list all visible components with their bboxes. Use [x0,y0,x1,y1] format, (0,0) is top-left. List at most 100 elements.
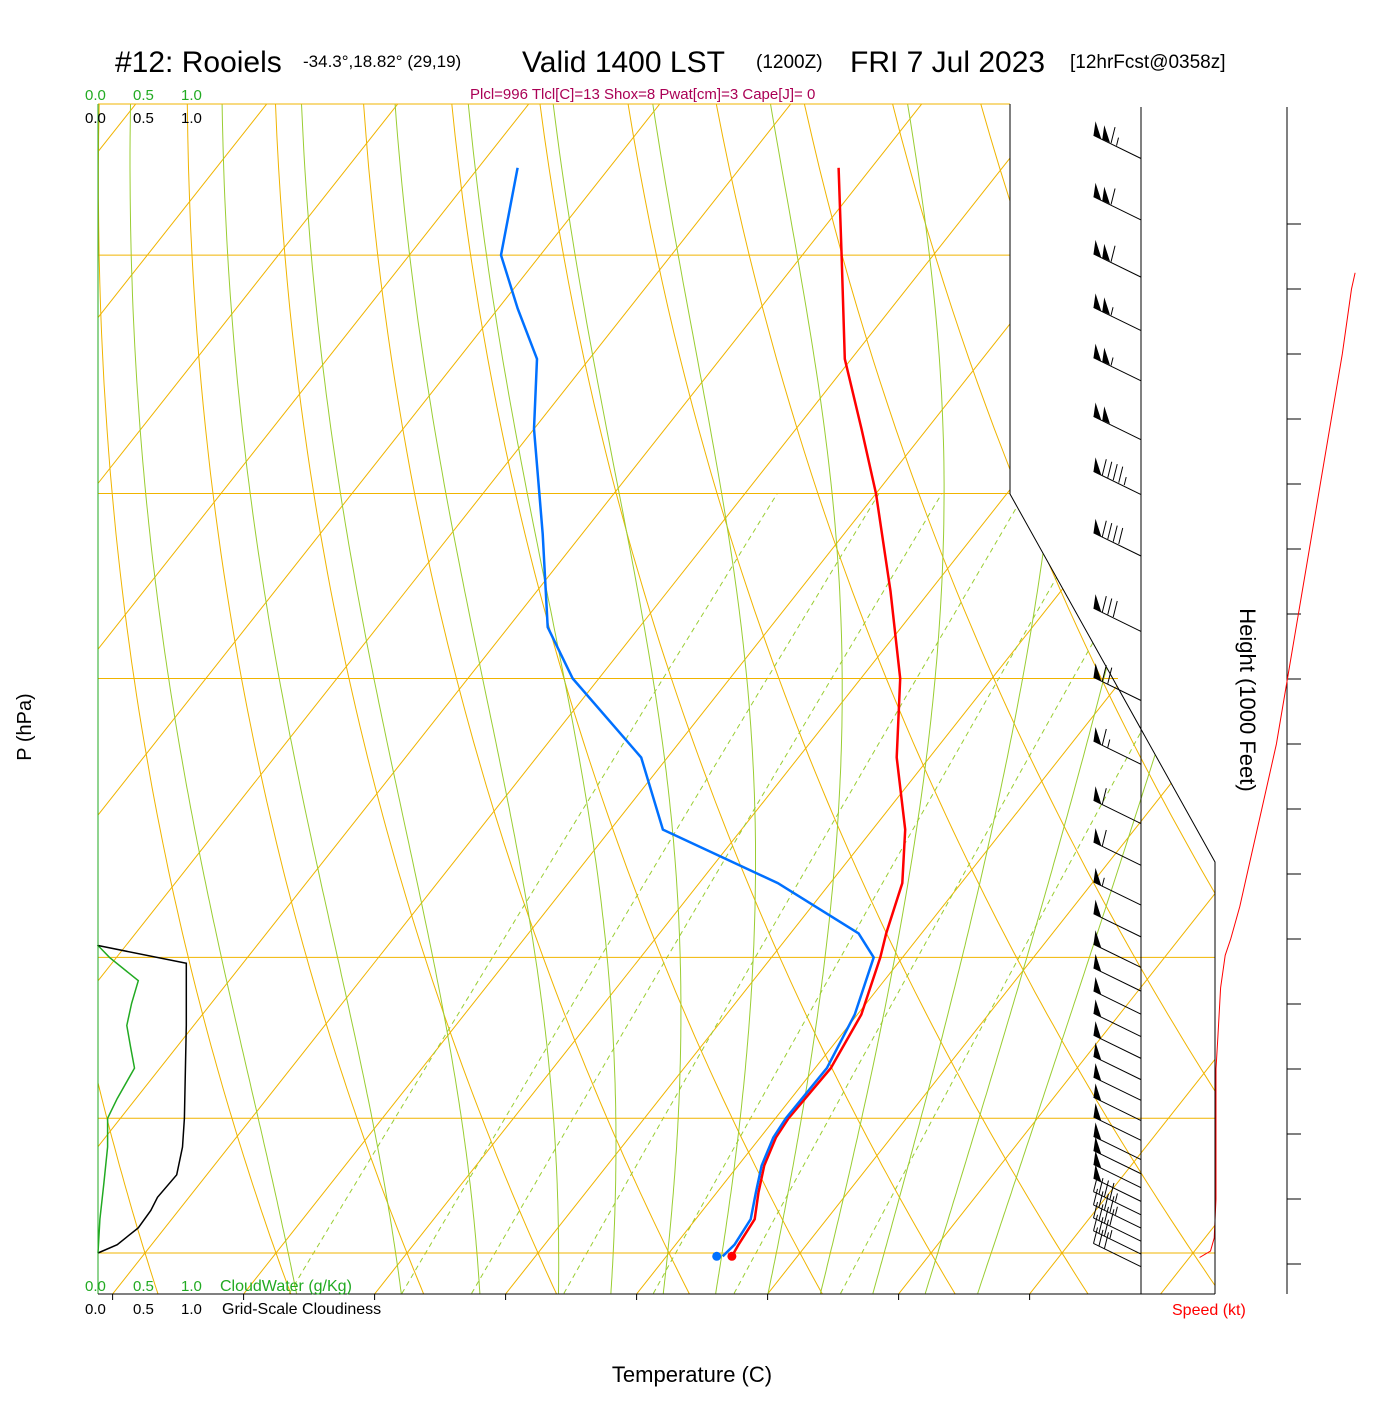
background-grid [0,0,1400,1332]
barb-half [1115,1207,1117,1215]
barb-full [1108,523,1112,539]
dry-adiabat-line [588,0,1113,1332]
wind-barb [1094,457,1141,494]
moist-adiabat-line [386,0,558,1293]
valid-date: FRI 7 Jul 2023 [850,46,1045,79]
wind-barb [1094,1063,1141,1100]
barb-full [1102,459,1106,475]
wind-barb [1094,121,1141,158]
dry-adiabat-line [435,0,844,1332]
barb-staff [1094,608,1141,631]
wind-barb [1094,1227,1141,1266]
wind-barb [1094,1042,1141,1079]
barb-staff [1094,1077,1141,1100]
barb-full [1111,189,1115,205]
cloud-top-green-1: 0.5 [133,87,154,104]
barb-staff [1094,1164,1141,1187]
dry-adiabat-line [98,0,305,1332]
barb-half [1115,1193,1117,1201]
wind-barb [1094,240,1141,277]
cloud-top-black-1: 0.5 [133,110,154,127]
mixing-ratio-line [653,494,1105,1294]
barb-full [1102,521,1106,537]
barb-full [1113,464,1117,480]
zulu-time: (1200Z) [756,52,823,73]
valid-time: Valid 1400 LST [522,46,725,79]
barb-staff [1094,991,1141,1014]
barb-staff [1094,471,1141,494]
wind-barb [1094,1021,1141,1058]
barb-staff [1094,842,1141,865]
barb-staff [1094,135,1141,158]
isotherm-line [476,0,1400,1332]
cloud-bot-black-1: 0.5 [133,1301,154,1318]
cloudiness-title: Grid-Scale Cloudiness [222,1301,381,1318]
cloud-top-green-0: 0.0 [85,87,106,104]
wind-barb [1094,402,1141,439]
barb-full [1102,596,1106,612]
cloud-top-green-2: 1.0 [181,87,202,104]
barb-full [1108,599,1112,615]
x-axis-title: Temperature (C) [612,1362,772,1387]
mixing-ratio-line [402,494,879,1294]
mixing-ratio-line [841,494,1272,1294]
isotherm-line [0,0,77,1332]
isotherm-line [0,0,208,1332]
wind-barb [1094,344,1141,381]
dry-adiabat-line [0,0,36,1332]
moist-adiabat-line [978,0,1368,1293]
cloud-bot-green-2: 1.0 [181,1278,202,1295]
barb-staff [1094,882,1141,905]
barb-staff [1094,307,1141,330]
barb-half [1110,1230,1112,1238]
barb-full [1111,246,1115,262]
barb-full [1111,127,1115,143]
surface-dewpoint-dot [712,1252,721,1261]
station-title: #12: Rooiels [115,46,282,79]
dry-adiabat-line [1273,0,1400,1332]
wind-barb [1094,786,1141,823]
barb-full [1108,462,1112,478]
barb-half [1124,477,1126,485]
wind-barb [1094,519,1141,556]
isotherm-line [0,0,1256,1332]
sounding-indices: Plcl=996 Tlcl[C]=13 Shox=8 Pwat[cm]=3 Ca… [470,86,815,103]
wind-barb [1094,954,1141,991]
isotherm-line [83,0,1388,1332]
wind-panel [1094,107,1356,1294]
barb-staff [1094,358,1141,381]
barb-half [1108,739,1110,747]
temperature-line [732,168,905,1257]
barb-full [1102,830,1106,846]
barb-staff [1094,914,1141,937]
barb-staff [1094,968,1141,991]
barb-staff [1094,533,1141,556]
isotherm-line [0,0,1125,1332]
dry-adiabat-line [273,0,575,1332]
cloud-bot-black-0: 0.0 [85,1301,106,1318]
barb-staff [1094,1097,1141,1120]
isotherm-line [0,0,470,1332]
moist-adiabat-line [925,0,1210,1293]
dry-adiabat-line [664,0,1248,1332]
dry-adiabat-line [355,0,709,1332]
wind-barb [1094,900,1141,937]
cloud-bot-green-0: 0.0 [85,1278,106,1295]
moist-adiabat-line [130,0,297,1293]
barb-full [1119,467,1123,483]
isotherm-line [214,0,1400,1332]
dry-adiabat-line [969,0,1400,1332]
barb-half [1111,357,1113,365]
cloudiness-line [98,945,186,1253]
barb-staff [1094,1231,1141,1254]
cloud-top-black-0: 0.0 [85,110,106,127]
isotherm-line [1262,0,1400,1332]
barb-full [1119,528,1123,544]
dry-adiabat-line [6,0,171,1332]
sounding-profiles [501,168,905,1261]
wind-barb [1094,594,1141,631]
cloud-bot-green-1: 0.5 [133,1278,154,1295]
wind-barb [1094,183,1141,220]
barb-full [1102,729,1106,745]
